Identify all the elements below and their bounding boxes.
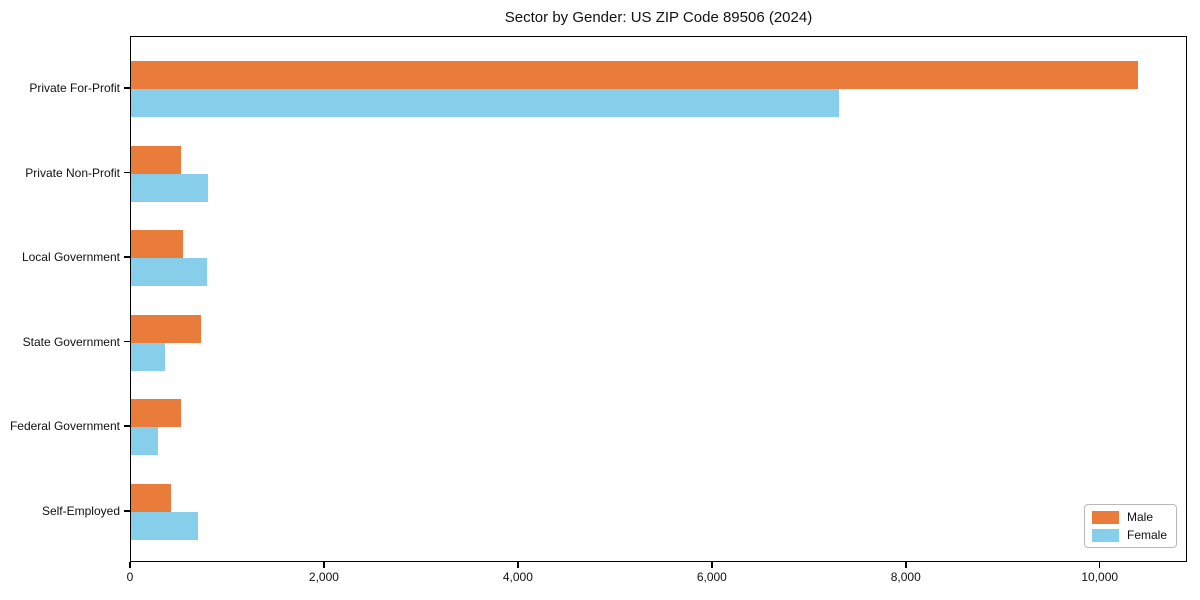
xtick-8000 (905, 562, 907, 568)
ytick-label-self-employed: Self-Employed (41, 504, 120, 518)
xtick-6000 (711, 562, 713, 568)
xtick-2000 (323, 562, 325, 568)
xtick-label-0: 0 (126, 570, 134, 584)
xtick-0 (129, 562, 131, 568)
legend-item-female: Female (1091, 528, 1167, 542)
ytick-private-non-profit (124, 171, 130, 174)
bar-female-self-employed (131, 512, 198, 540)
xtick-10000 (1098, 562, 1101, 568)
xtick-label-4000: 4,000 (502, 570, 533, 584)
legend-male-label: Male (1126, 510, 1153, 524)
bar-male-local-government (131, 230, 184, 259)
bar-female-state-government (131, 342, 165, 371)
bar-female-federal-government (131, 427, 159, 456)
xtick-label-6000: 6,000 (696, 570, 727, 584)
xtick-label-10000: 10,000 (1081, 570, 1119, 584)
bar-female-local-government (131, 258, 207, 287)
ytick-private-for-profit (124, 87, 130, 89)
legend: Male Female (1083, 504, 1177, 548)
bar-female-private-non-profit (131, 173, 208, 202)
bar-male-federal-government (131, 399, 182, 428)
ytick-label-private-for-profit: Private For-Profit (29, 81, 120, 95)
chart-title: Sector by Gender: US ZIP Code 89506 (202… (504, 9, 813, 26)
legend-female-swatch (1091, 528, 1119, 542)
xtick-4000 (517, 562, 519, 568)
ytick-state-government (124, 340, 130, 343)
legend-female-label: Female (1126, 528, 1167, 542)
bar-male-private-for-profit (131, 61, 1138, 89)
ytick-self-employed (124, 510, 130, 512)
ytick-label-federal-government: Federal Government (9, 419, 120, 434)
plot-area (130, 36, 1187, 562)
bar-male-self-employed (131, 484, 171, 512)
legend-male-swatch (1091, 510, 1119, 524)
bar-female-private-for-profit (131, 89, 839, 117)
legend-item-male: Male (1091, 510, 1167, 524)
ytick-label-local-government: Local Government (21, 250, 120, 265)
bar-male-state-government (131, 314, 201, 343)
bar-male-private-non-profit (131, 145, 182, 174)
ytick-label-private-non-profit: Private Non-Profit (25, 165, 120, 180)
ytick-local-government (124, 256, 130, 258)
xtick-label-2000: 2,000 (308, 570, 339, 584)
ytick-label-state-government: State Government (22, 334, 120, 349)
xtick-label-8000: 8,000 (890, 570, 921, 584)
ytick-federal-government (124, 425, 130, 427)
